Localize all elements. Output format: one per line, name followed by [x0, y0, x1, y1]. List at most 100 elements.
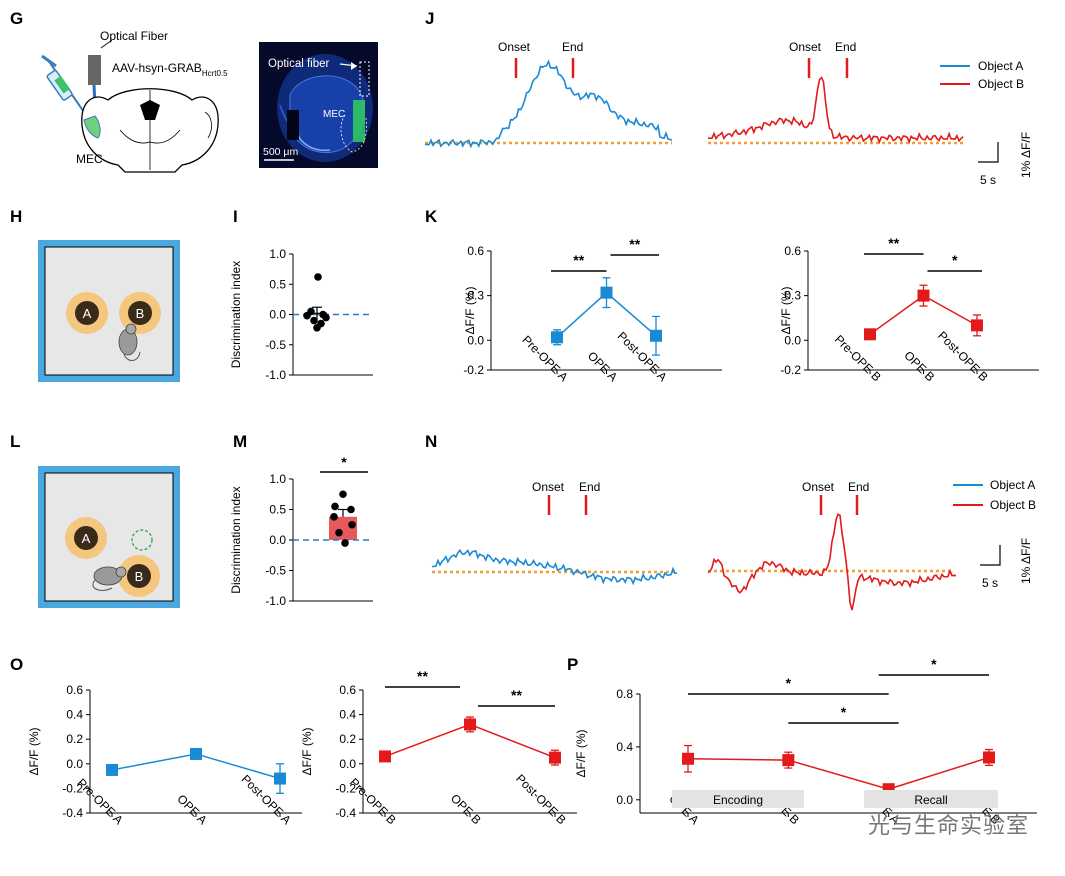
data-point-i — [310, 316, 318, 325]
chart-o-object-a: 0.60.40.20.0-0.2-0.4ΔF/F (%)Pre-OPE A OPE… — [27, 683, 302, 827]
scale-bar-n — [980, 545, 1001, 566]
data-point-k-b — [864, 328, 876, 341]
x-tick-label-o-a: OPE A — [174, 792, 209, 827]
panel-label-l: L — [10, 432, 20, 451]
y-tick-label-k-a: 0.0 — [467, 333, 484, 347]
arena-l-empty-location — [131, 529, 153, 551]
data-point-m — [330, 513, 338, 521]
chart-k-object-b: 0.60.30.0-0.2ΔF/F (%)Pre-OPE B OPE BPost-… — [779, 235, 1039, 384]
significance-label-k-a: ** — [573, 252, 584, 268]
y-tick-label-o-a: 0.6 — [66, 683, 83, 697]
data-point-p — [682, 752, 694, 765]
legend-label-n-b: Object B — [990, 498, 1036, 512]
end-label-j-a: End — [562, 40, 583, 54]
y-axis-label-p: ΔF/F (%) — [574, 729, 588, 777]
y-tick-label-k-b: -0.2 — [780, 363, 801, 377]
legend-label-n-a: Object A — [990, 478, 1035, 492]
x-tick-label-o-b: OPE B — [448, 791, 484, 827]
y-tick-label-k-b: 0.6 — [784, 244, 801, 258]
micro-fiber-label: Optical fiber — [268, 58, 330, 70]
panel-label-n: N — [425, 432, 437, 451]
significance-label-o-b: ** — [511, 687, 522, 703]
x-tick-label-k-b: Post-OPE B — [935, 328, 991, 384]
data-point-m — [341, 539, 349, 547]
data-point-i — [313, 324, 321, 332]
data-point-i — [314, 273, 322, 281]
significance-label-p: * — [786, 675, 792, 691]
optical-fiber-ferrule — [88, 55, 101, 85]
y-tick-label-k-b: 0.3 — [784, 289, 801, 303]
y-tick-label-o-b: 0.6 — [339, 683, 356, 697]
y-tick-label-i: 0.5 — [269, 277, 286, 291]
y-tick-label-o-b: 0.2 — [339, 732, 356, 746]
chart-o-object-b: 0.60.40.20.0-0.2-0.4ΔF/F (%)Pre-OPE B OPE… — [300, 668, 577, 827]
onset-label-j-a: Onset — [498, 40, 531, 54]
data-point-p — [782, 754, 795, 767]
data-point-o-b — [464, 718, 476, 731]
fiber-label: Optical Fiber — [100, 29, 168, 43]
y-tick-label-o-b: -0.4 — [335, 806, 356, 820]
legend-label-j-a: Object A — [978, 59, 1023, 73]
onset-label-n-b: Onset — [802, 480, 835, 494]
panel-label-p: P — [567, 655, 578, 674]
panel-label-j: J — [425, 9, 434, 28]
y-tick-label-i: 1.0 — [269, 247, 286, 261]
scale-y-n: 1% ΔF/F — [1019, 538, 1033, 584]
y-tick-label-m: 0.5 — [269, 503, 286, 517]
significance-label-o-b: ** — [417, 668, 428, 684]
chart-p: 0.80.40.0ΔF/F (%)OPE A OPE B OPE A OPE B***… — [574, 656, 1037, 827]
data-point-m — [348, 520, 356, 529]
y-tick-label-o-b: 0.4 — [339, 708, 356, 722]
group-label-recall: Recall — [914, 793, 947, 807]
mouse-icon — [92, 566, 127, 591]
y-tick-label-m: -1.0 — [265, 594, 286, 608]
scale-x-j: 5 s — [980, 173, 996, 187]
data-point-k-a — [650, 329, 662, 342]
group-box-encoding — [672, 790, 804, 808]
syringe-icon — [41, 54, 87, 116]
virus-label: AAV-hsyn-GRABHcrt0.5 — [112, 61, 228, 78]
chart-i: 1.0 0.5 0.0 -0.5 -1.0 Discrimination index — [229, 247, 373, 382]
data-point-k-a — [551, 331, 563, 344]
significance-label-p: * — [841, 704, 847, 720]
significance-label-p: * — [931, 656, 937, 672]
data-point-o-a — [106, 763, 118, 776]
trace-n-object-b — [707, 513, 957, 611]
y-tick-label-m: 1.0 — [269, 472, 286, 486]
arena-h-object-b: B — [136, 306, 145, 321]
y-tick-label-o-b: -0.2 — [335, 781, 356, 795]
y-axis-label-o-b: ΔF/F (%) — [300, 727, 314, 775]
micro-mec-label: MEC — [323, 109, 345, 120]
y-tick-label-k-a: -0.2 — [463, 363, 484, 377]
data-point-i — [303, 311, 311, 320]
y-axis-label-k-b: ΔF/F (%) — [779, 286, 793, 334]
significance-label-k-b: * — [952, 252, 958, 268]
data-point-m — [335, 528, 343, 537]
micro-scale-label: 500 μm — [263, 146, 298, 158]
onset-label-j-b: Onset — [789, 40, 822, 54]
mec-label: MEC — [76, 152, 103, 166]
y-tick-label-i: 0.0 — [269, 308, 286, 322]
trace-j-object-b — [707, 76, 964, 145]
data-point-k-b — [971, 319, 983, 332]
x-tick-label-k-a: Pre-OPE A — [519, 333, 570, 384]
data-point-i — [322, 313, 330, 322]
y-tick-label-o-a: -0.2 — [62, 781, 83, 795]
y-tick-label-o-a: 0.2 — [66, 732, 83, 746]
end-label-n-a: End — [579, 480, 600, 494]
y-tick-label-o-a: -0.4 — [62, 806, 83, 820]
data-point-o-b — [549, 751, 561, 764]
y-axis-label-m: Discrimination index — [229, 486, 243, 593]
y-tick-label-m: 0.0 — [269, 533, 286, 547]
arena-l-object-a: A — [82, 531, 91, 546]
panel-label-m: M — [233, 432, 247, 451]
data-point-k-b — [917, 289, 930, 302]
schematic-brain-injection: Optical Fiber AAV-hsyn-GRABHcrt0.5 MEC — [41, 29, 228, 173]
arena-l-object-b: B — [135, 569, 144, 584]
microscopy-image: Optical fiber MEC 500 μm — [259, 42, 378, 168]
data-point-m — [331, 502, 339, 511]
scale-bar-j — [978, 142, 999, 163]
data-point-o-a — [274, 772, 286, 785]
mouse-icon — [118, 323, 141, 361]
